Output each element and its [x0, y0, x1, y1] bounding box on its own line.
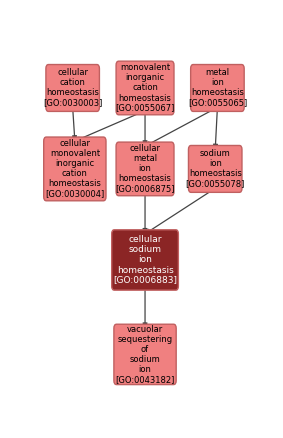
FancyBboxPatch shape — [191, 64, 244, 111]
Text: sodium
ion
homeostasis
[GO:0055078]: sodium ion homeostasis [GO:0055078] — [186, 149, 245, 188]
FancyBboxPatch shape — [114, 324, 176, 385]
FancyBboxPatch shape — [116, 142, 174, 196]
Text: cellular
monovalent
inorganic
cation
homeostasis
[GO:0030004]: cellular monovalent inorganic cation hom… — [45, 139, 104, 198]
Text: cellular
sodium
ion
homeostasis
[GO:0006883]: cellular sodium ion homeostasis [GO:0006… — [113, 235, 177, 285]
FancyBboxPatch shape — [44, 137, 106, 201]
FancyBboxPatch shape — [46, 64, 99, 111]
Text: vacuolar
sequestering
of
sodium
ion
[GO:0043182]: vacuolar sequestering of sodium ion [GO:… — [115, 325, 175, 384]
Text: monovalent
inorganic
cation
homeostasis
[GO:0055067]: monovalent inorganic cation homeostasis … — [115, 64, 175, 113]
Text: cellular
cation
homeostasis
[GO:0030003]: cellular cation homeostasis [GO:0030003] — [43, 68, 102, 108]
Text: cellular
metal
ion
homeostasis
[GO:0006875]: cellular metal ion homeostasis [GO:00068… — [115, 144, 175, 194]
Text: metal
ion
homeostasis
[GO:0055065]: metal ion homeostasis [GO:0055065] — [188, 68, 247, 108]
FancyBboxPatch shape — [188, 145, 242, 192]
FancyBboxPatch shape — [112, 230, 178, 290]
FancyBboxPatch shape — [116, 61, 174, 115]
